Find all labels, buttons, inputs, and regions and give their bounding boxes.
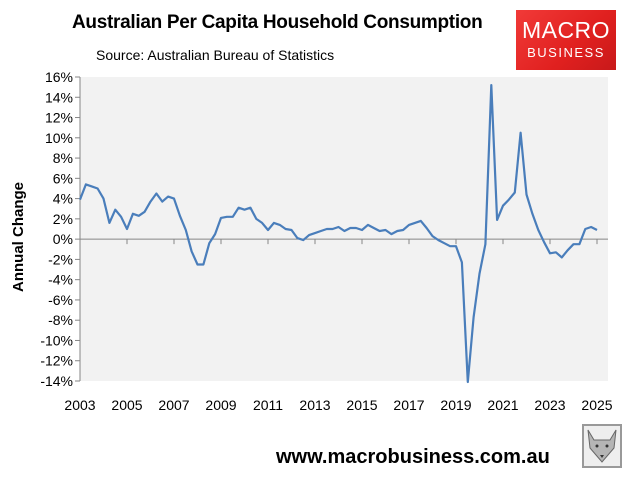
y-axis: 16% 14% 12% 10% 8% 6% 4% 2% 0% -2% -4% -6% -8% -10% -1… <box>40 69 81 389</box>
y-tick-label: 14% <box>45 89 73 105</box>
y-tick-label: 16% <box>45 69 73 85</box>
y-tick-label: 8% <box>53 150 73 166</box>
data-line <box>78 83 598 384</box>
y-tick-label: 4% <box>53 191 73 207</box>
logo-line1: MACRO <box>521 17 611 43</box>
x-tick-label: 2015 <box>346 397 377 413</box>
y-tick-label: -6% <box>48 292 73 308</box>
y-tick-label: 2% <box>53 211 73 227</box>
x-tick-label: 2013 <box>299 397 330 413</box>
y-tick-label: 10% <box>45 130 73 146</box>
y-tick-label: 6% <box>53 170 73 186</box>
x-tick-label: 2019 <box>440 397 471 413</box>
line-chart: 16% 14% 12% 10% 8% 6% 4% 2% 0% -2% -4% -6% -8% -10% -1… <box>40 69 613 413</box>
x-tick-label: 2011 <box>253 397 283 413</box>
macrobusiness-logo: MACRO BUSINESS <box>516 10 616 70</box>
y-tick-label: -12% <box>40 353 73 369</box>
y-tick-label: -8% <box>48 312 73 328</box>
x-tick-label: 2017 <box>393 397 424 413</box>
x-tick-label: 2009 <box>205 397 236 413</box>
x-tick-label: 2023 <box>534 397 565 413</box>
y-tick-label: -2% <box>48 251 73 267</box>
chart-subtitle: Source: Australian Bureau of Statistics <box>96 47 335 63</box>
website-url: www.macrobusiness.com.au <box>276 446 550 468</box>
logo-line2: BUSINESS <box>527 45 605 60</box>
x-tick-label: 2007 <box>158 397 189 413</box>
y-tick-label: 0% <box>53 231 73 247</box>
y-tick-label: -14% <box>40 373 73 389</box>
chart-title: Australian Per Capita Household Consumpt… <box>72 12 483 33</box>
x-tick-label: 2025 <box>581 397 612 413</box>
y-tick-label: -4% <box>48 272 73 288</box>
x-tick-label: 2003 <box>64 397 95 413</box>
x-tick-label: 2005 <box>111 397 142 413</box>
x-tick-label: 2021 <box>487 397 518 413</box>
y-tick-label: 12% <box>45 110 73 126</box>
y-tick-label: -10% <box>40 332 73 348</box>
wolf-logo-icon <box>582 424 622 468</box>
x-axis: 2003 2005 2007 2009 2011 2013 2015 2017 2019 2021… <box>64 238 613 413</box>
plot-area <box>80 77 608 381</box>
